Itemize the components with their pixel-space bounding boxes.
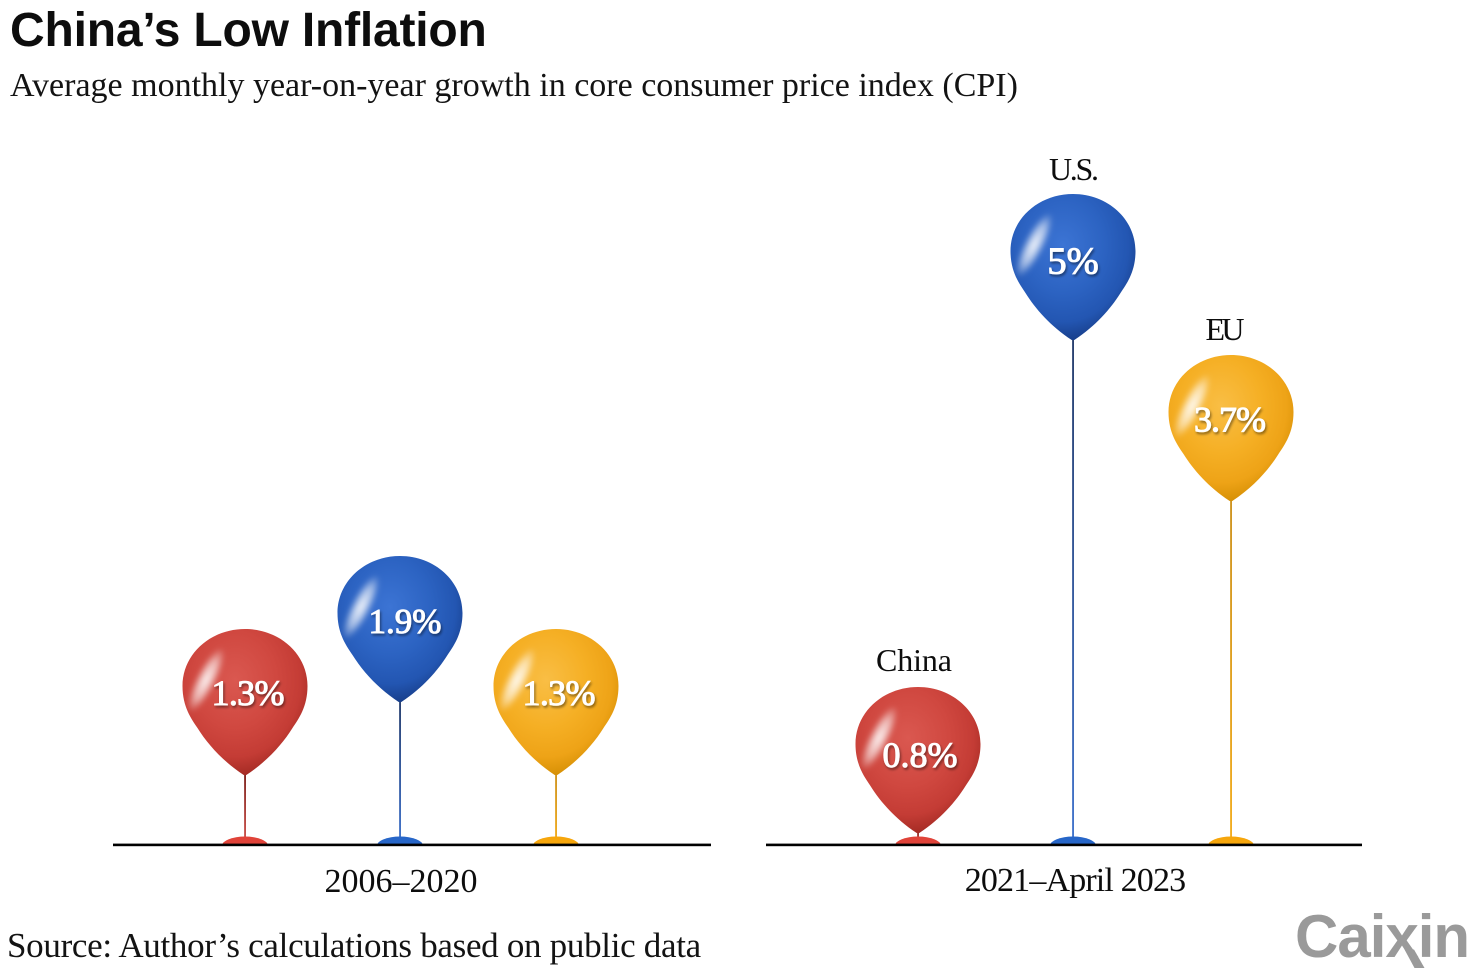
svg-text:5%: 5% <box>1047 241 1098 283</box>
svg-text:0.8%: 0.8% <box>883 735 958 775</box>
svg-text:3.7%: 3.7% <box>1194 400 1266 440</box>
svg-text:China: China <box>876 642 952 678</box>
svg-text:1.3%: 1.3% <box>212 673 285 713</box>
svg-text:2021–April 2023: 2021–April 2023 <box>965 862 1186 899</box>
svg-text:1.3%: 1.3% <box>523 673 596 713</box>
svg-text:Caixin: Caixin <box>1295 903 1469 970</box>
svg-text:EU: EU <box>1206 311 1245 347</box>
svg-text:2006–2020: 2006–2020 <box>325 863 478 900</box>
svg-text:1.9%: 1.9% <box>369 602 442 641</box>
svg-text:U.S.: U.S. <box>1049 151 1099 187</box>
